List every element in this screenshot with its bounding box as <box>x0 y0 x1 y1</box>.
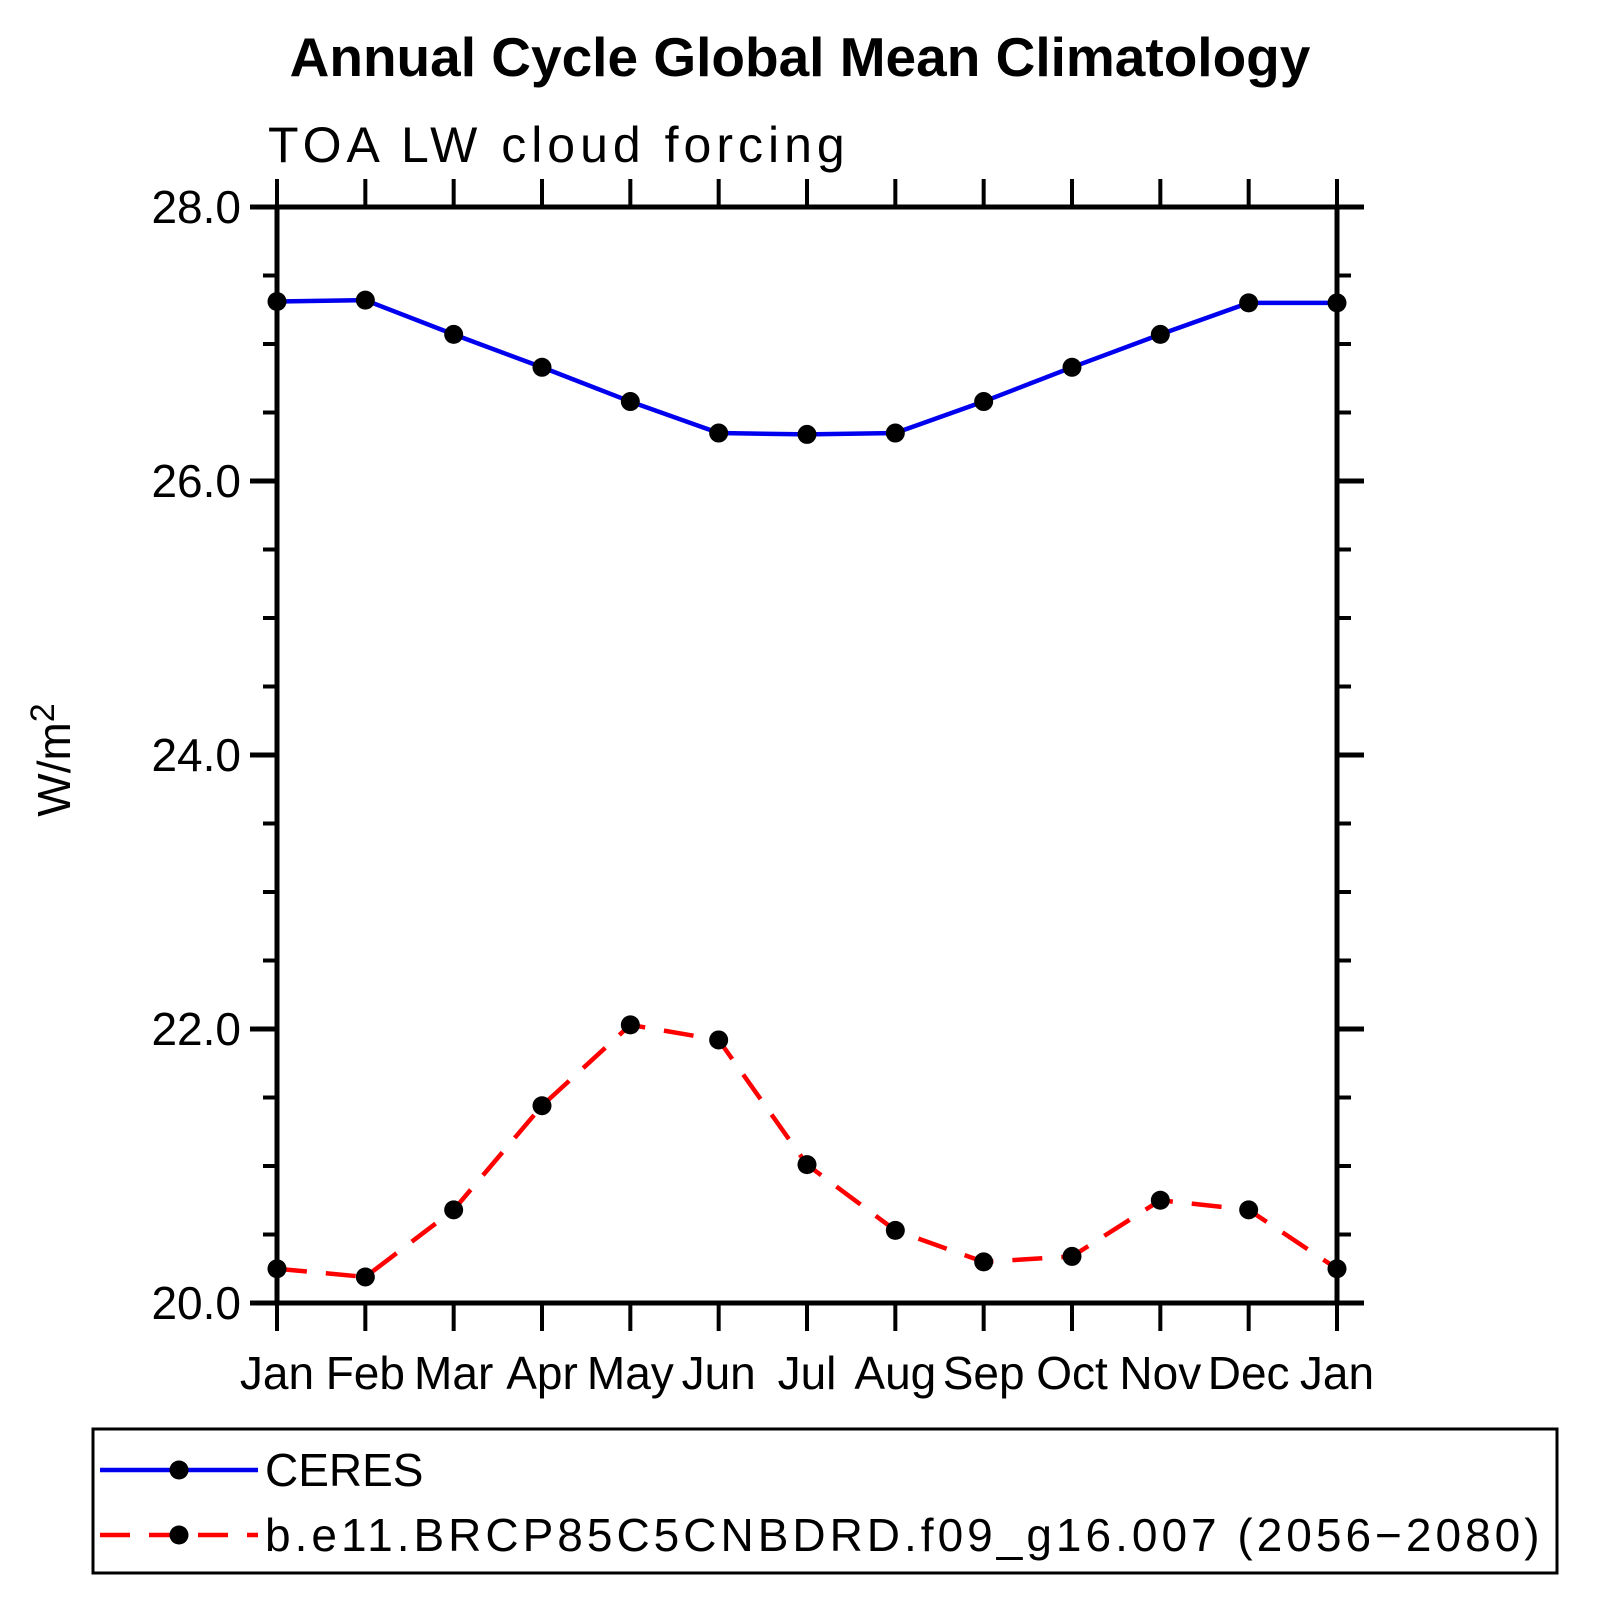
data-point-marker <box>532 357 552 377</box>
x-tick-label: Jan <box>240 1347 314 1399</box>
legend-entry-ceres: CERES <box>100 1444 423 1496</box>
data-point-marker <box>709 423 729 443</box>
data-point-marker <box>620 1015 640 1035</box>
x-tick-label: Oct <box>1036 1347 1108 1399</box>
x-tick-label: Jun <box>682 1347 756 1399</box>
y-tick-label: 26.0 <box>151 455 241 507</box>
y-tick-label: 22.0 <box>151 1003 241 1055</box>
plot-border <box>274 204 1340 1306</box>
data-point-marker <box>355 290 375 310</box>
legend-label: b.e11.BRCP85C5CNBDRD.f09_g16.007 (2056−2… <box>265 1509 1544 1561</box>
data-point-marker <box>444 1200 464 1220</box>
data-point-marker <box>1239 1200 1259 1220</box>
y-axis-label: W/m2 <box>24 703 80 816</box>
x-tick-label: Jul <box>778 1347 837 1399</box>
data-point-marker <box>1239 293 1259 313</box>
series-line-ceres <box>276 297 1337 437</box>
data-point-marker <box>974 392 994 412</box>
x-tick-label: Nov <box>1119 1347 1201 1399</box>
y-tick-label: 20.0 <box>151 1277 241 1329</box>
data-point-marker <box>1150 324 1170 344</box>
x-tick-label: Sep <box>943 1347 1025 1399</box>
chart-title: Annual Cycle Global Mean Climatology <box>290 26 1311 88</box>
x-tick-label: Mar <box>414 1347 493 1399</box>
data-point-marker <box>1150 1190 1170 1210</box>
legend-marker <box>169 1460 189 1480</box>
legend-label: CERES <box>265 1444 423 1496</box>
data-point-marker <box>797 1155 817 1175</box>
y-tick-label: 28.0 <box>151 181 241 233</box>
data-point-marker <box>1327 293 1347 313</box>
chart-subtitle: TOA LW cloud forcing <box>268 117 850 173</box>
data-point-marker <box>620 392 640 412</box>
x-tick-label: May <box>587 1347 674 1399</box>
data-point-marker <box>1327 1259 1347 1279</box>
data-point-marker <box>267 292 287 312</box>
data-point-marker <box>444 324 464 344</box>
x-tick-label: Apr <box>506 1347 578 1399</box>
data-point-marker <box>1062 1246 1082 1266</box>
legend-marker <box>169 1525 189 1545</box>
data-point-marker <box>885 1220 905 1240</box>
x-tick-label: Aug <box>854 1347 936 1399</box>
legend-box <box>91 1427 1559 1575</box>
data-point-marker <box>1062 357 1082 377</box>
series-line-model <box>276 1022 1339 1280</box>
data-point-marker <box>974 1252 994 1272</box>
data-point-marker <box>267 1259 287 1279</box>
x-tick-label: Jan <box>1300 1347 1374 1399</box>
data-point-marker <box>885 423 905 443</box>
x-tick-label: Dec <box>1208 1347 1290 1399</box>
data-point-marker <box>355 1267 375 1287</box>
x-tick-label: Feb <box>326 1347 405 1399</box>
data-point-marker <box>532 1096 552 1116</box>
data-point-marker <box>709 1030 729 1050</box>
y-tick-label: 24.0 <box>151 729 241 781</box>
legend-entry-model: b.e11.BRCP85C5CNBDRD.f09_g16.007 (2056−2… <box>100 1509 1544 1561</box>
data-point-marker <box>797 424 817 444</box>
